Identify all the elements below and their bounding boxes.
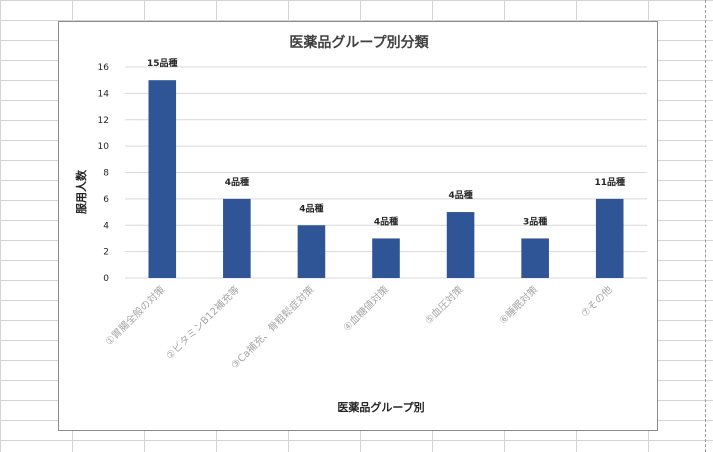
bar[interactable] <box>446 212 475 278</box>
y-tick-label: 4 <box>103 221 109 231</box>
bar[interactable] <box>148 80 177 278</box>
category-label: ③Ca補充、骨粗鬆症対策 <box>228 283 316 371</box>
bar[interactable] <box>297 225 326 278</box>
category-label: ②ビタミンB12補充等 <box>163 283 242 362</box>
bars <box>148 80 624 278</box>
data-label: 4品種 <box>374 215 398 227</box>
data-label: 3品種 <box>523 215 547 227</box>
bar[interactable] <box>595 198 624 278</box>
data-label: 11品種 <box>594 176 625 188</box>
bar[interactable] <box>372 238 400 278</box>
y-tick-label: 6 <box>103 195 109 205</box>
category-label: ⑦その他 <box>578 283 615 320</box>
y-tick-label: 0 <box>103 274 109 284</box>
data-label: 4品種 <box>448 189 472 201</box>
y-axis-ticks: 0 2 4 6 8 10 12 14 16 <box>98 63 110 284</box>
data-labels: 15品種 4品種 4品種 4品種 4品種 3品種 11品種 <box>147 57 625 227</box>
data-label: 4品種 <box>299 202 323 214</box>
y-tick-label: 8 <box>103 169 109 179</box>
x-axis-title: 医薬品グループ別 <box>337 400 424 414</box>
y-tick-label: 2 <box>103 248 109 258</box>
y-axis-title: 服用人数 <box>74 169 88 214</box>
y-tick-label: 14 <box>98 89 110 99</box>
chart-title: 医薬品グループ別分類 <box>289 34 429 51</box>
category-label: ⑤血圧対策 <box>422 283 466 327</box>
bar-chart: 医薬品グループ別分類 0 2 4 6 8 10 12 14 16 15品種 4品種 4品種 4品種 4品… <box>74 34 647 414</box>
data-label: 15品種 <box>147 57 178 69</box>
y-tick-label: 10 <box>98 142 110 152</box>
bar[interactable] <box>521 238 549 278</box>
chart-area[interactable]: 医薬品グループ別分類 0 2 4 6 8 10 12 14 16 15品種 4品種 4品種 4品種 4品… <box>58 21 658 431</box>
bar[interactable] <box>223 198 251 278</box>
category-label: ⑥睡眠対策 <box>496 283 540 327</box>
page-break-line <box>705 0 706 452</box>
category-label: ④血糖値対策 <box>340 283 391 334</box>
category-label: ①胃腸全般の対策 <box>102 283 167 348</box>
y-tick-label: 16 <box>98 63 110 73</box>
y-tick-label: 12 <box>98 116 109 126</box>
data-label: 4品種 <box>225 176 249 188</box>
